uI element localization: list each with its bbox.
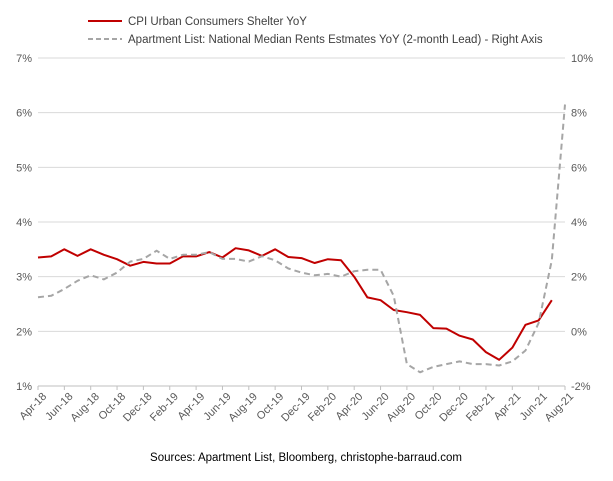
x-tick-label: Apr-21 (492, 391, 524, 423)
x-tick-label: Apr-20 (334, 391, 366, 423)
x-tick-label: Dec-19 (279, 391, 313, 425)
y-right-tick-label: 4% (571, 217, 587, 229)
x-tick-label: Dec-18 (121, 391, 155, 425)
x-tick-label: Feb-20 (306, 391, 339, 424)
x-tick-label: Aug-18 (68, 391, 102, 425)
y-left-tick-label: 4% (16, 217, 32, 229)
y-right-tick-label: 0% (571, 326, 587, 338)
x-tick-label: Dec-20 (437, 391, 471, 425)
x-tick-label: Aug-19 (226, 391, 260, 425)
y-right-tick-label: -2% (571, 381, 591, 393)
x-tick-label: Feb-19 (148, 391, 181, 424)
axes: 1%2%3%4%5%6%7%-2%0%2%4%6%8%10%Apr-18Jun-… (16, 53, 593, 424)
y-right-tick-label: 6% (571, 162, 587, 174)
y-left-tick-label: 3% (16, 272, 32, 284)
x-tick-label: Feb-21 (464, 391, 497, 424)
gridlines (38, 57, 565, 387)
y-left-tick-label: 2% (16, 326, 32, 338)
legend: CPI Urban Consumers Shelter YoY Apartment… (88, 16, 543, 46)
x-tick-label: Aug-21 (543, 391, 577, 425)
y-left-tick-label: 1% (16, 381, 32, 393)
x-tick-label: Apr-18 (17, 391, 49, 423)
x-tick-label: Aug-20 (385, 391, 419, 425)
y-right-tick-label: 10% (571, 53, 593, 65)
y-left-tick-label: 6% (16, 108, 32, 120)
x-tick-label: Apr-19 (175, 391, 207, 423)
legend-label: Apartment List: National Median Rents Es… (128, 34, 543, 46)
series-line-apartment-list-rents (37, 104, 566, 374)
legend-label: CPI Urban Consumers Shelter YoY (128, 16, 307, 28)
y-right-tick-label: 8% (571, 108, 587, 120)
y-left-tick-label: 5% (16, 162, 32, 174)
series-line-cpi-shelter (37, 247, 553, 361)
y-left-tick-label: 7% (16, 53, 32, 65)
series-lines (37, 104, 566, 374)
y-right-tick-label: 2% (571, 272, 587, 284)
source-note: Sources: Apartment List, Bloomberg, chri… (150, 452, 462, 464)
